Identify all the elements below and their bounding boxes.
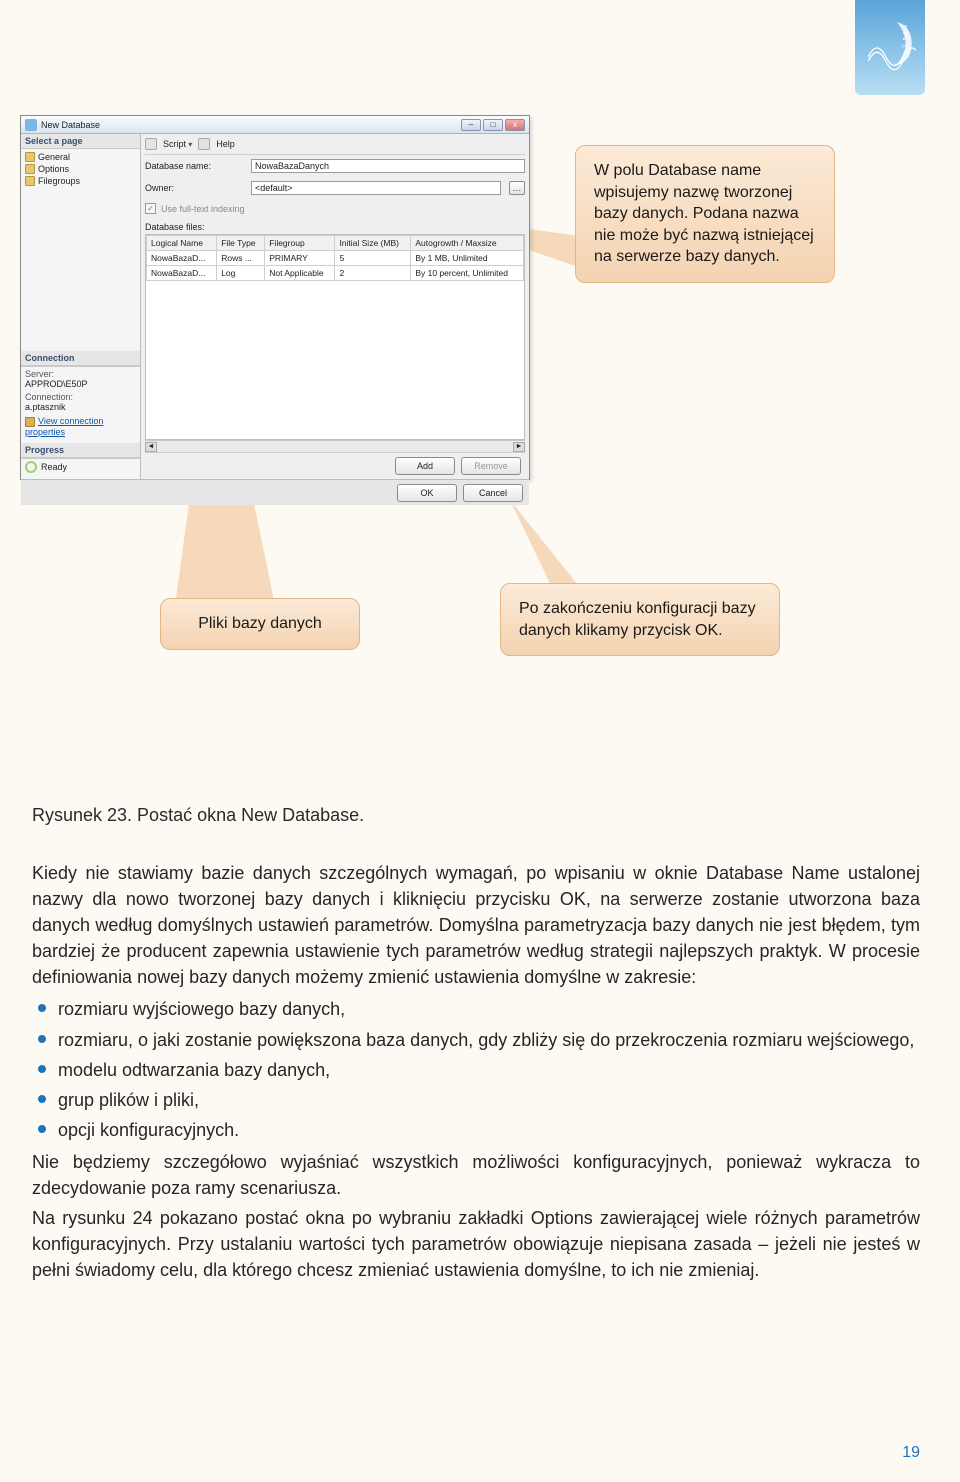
window-maximize-button[interactable]: □ xyxy=(483,119,503,131)
remove-button[interactable]: Remove xyxy=(461,457,521,475)
ready-label: Ready xyxy=(41,462,67,472)
bullet-item: opcji konfiguracyjnych. xyxy=(32,1117,920,1143)
toolbar: Script Help xyxy=(145,138,525,155)
cell: NowaBazaD... xyxy=(147,266,217,281)
db-name-input[interactable]: NowaBazaDanych xyxy=(251,159,525,173)
add-button[interactable]: Add xyxy=(395,457,455,475)
paragraph-2: Nie będziemy szczegółowo wyjaśniać wszys… xyxy=(32,1149,920,1201)
cell: Rows ... xyxy=(217,251,265,266)
col-filegroup[interactable]: Filegroup xyxy=(265,236,335,251)
help-icon xyxy=(198,138,210,150)
page-icon xyxy=(25,164,35,174)
server-label: Server: xyxy=(25,369,136,379)
col-initial-size[interactable]: Initial Size (MB) xyxy=(335,236,411,251)
progress-header: Progress xyxy=(21,443,140,458)
ok-button[interactable]: OK xyxy=(397,484,457,502)
page-icon xyxy=(25,176,35,186)
owner-label: Owner: xyxy=(145,183,243,193)
sigma-n: n xyxy=(904,23,908,30)
page-label: Filegroups xyxy=(38,176,80,186)
cell: Log xyxy=(217,266,265,281)
bullet-list: rozmiaru wyjściowego bazy danych, rozmia… xyxy=(32,996,920,1142)
owner-browse-button[interactable]: … xyxy=(509,181,525,195)
callout-ok: Po zakończeniu konfiguracji bazy danych … xyxy=(500,583,780,656)
scroll-left-arrow[interactable]: ◄ xyxy=(145,442,157,452)
page-label: Options xyxy=(38,164,69,174)
callout-files: Pliki bazy danych xyxy=(160,598,360,650)
col-logical-name[interactable]: Logical Name xyxy=(147,236,217,251)
page-icon xyxy=(25,152,35,162)
window-close-button[interactable]: x xyxy=(505,119,525,131)
bullet-item: modelu odtwarzania bazy danych, xyxy=(32,1057,920,1083)
dialog-title: New Database xyxy=(41,120,100,130)
cell: 5 xyxy=(335,251,411,266)
paragraph-1: Kiedy nie stawiamy bazie danych szczegól… xyxy=(32,860,920,990)
dialog-titlebar: New Database – □ x xyxy=(21,116,529,134)
horizontal-scrollbar[interactable]: ◄ ► xyxy=(145,440,525,452)
cell: Not Applicable xyxy=(265,266,335,281)
new-database-dialog: New Database – □ x Select a page General… xyxy=(20,115,530,480)
sigma: Σ xyxy=(902,31,909,42)
ready-icon xyxy=(25,461,37,473)
right-pane: Script Help Database name: NowaBazaDanyc… xyxy=(141,134,529,479)
page-item-filegroups[interactable]: Filegroups xyxy=(25,175,136,187)
connection-props-icon xyxy=(25,417,35,427)
dialog-footer: OK Cancel xyxy=(21,479,529,505)
figure-caption: Rysunek 23. Postać okna New Database. xyxy=(32,805,364,826)
col-file-type[interactable]: File Type xyxy=(217,236,265,251)
view-connection-properties-link[interactable]: View connection properties xyxy=(25,416,103,437)
cell: By 1 MB, Unlimited xyxy=(411,251,524,266)
script-icon xyxy=(145,138,157,150)
page-label: General xyxy=(38,152,70,162)
select-page-header: Select a page xyxy=(21,134,140,149)
left-pane: Select a page General Options Filegroups… xyxy=(21,134,141,479)
page-item-options[interactable]: Options xyxy=(25,163,136,175)
script-button[interactable]: Script xyxy=(163,139,192,149)
cell: 2 xyxy=(335,266,411,281)
scroll-right-arrow[interactable]: ► xyxy=(513,442,525,452)
sigma-i: i=1 xyxy=(902,44,909,50)
db-name-label: Database name: xyxy=(145,161,243,171)
help-button[interactable]: Help xyxy=(216,139,235,149)
dialog-icon xyxy=(25,119,37,131)
owner-input[interactable]: <default> xyxy=(251,181,501,195)
callout-db-name: W polu Database name wpisujemy nazwę two… xyxy=(575,145,835,283)
cell: NowaBazaD... xyxy=(147,251,217,266)
fulltext-checkbox[interactable]: ✓ xyxy=(145,203,156,214)
table-row[interactable]: NowaBazaD... Rows ... PRIMARY 5 By 1 MB,… xyxy=(147,251,524,266)
connection-value: a.ptasznik xyxy=(25,402,136,412)
database-files-label: Database files: xyxy=(145,222,525,232)
cell: By 10 percent, Unlimited xyxy=(411,266,524,281)
progress-section: Ready xyxy=(21,458,140,479)
bullet-item: rozmiaru, o jaki zostanie powiększona ba… xyxy=(32,1027,920,1053)
corner-logo: n Σ i=1 xyxy=(855,0,925,95)
files-grid: Logical Name File Type Filegroup Initial… xyxy=(145,234,525,440)
bullet-item: rozmiaru wyjściowego bazy danych, xyxy=(32,996,920,1022)
fulltext-label: Use full-text indexing xyxy=(161,204,245,214)
paragraph-3: Na rysunku 24 pokazano postać okna po wy… xyxy=(32,1205,920,1283)
connection-label: Connection: xyxy=(25,392,136,402)
server-value: APPROD\E50P xyxy=(25,379,136,389)
cell: PRIMARY xyxy=(265,251,335,266)
figure-area: New Database – □ x Select a page General… xyxy=(20,115,940,795)
page-list: General Options Filegroups xyxy=(21,149,140,189)
cancel-button[interactable]: Cancel xyxy=(463,484,523,502)
bullet-item: grup plików i pliki, xyxy=(32,1087,920,1113)
window-minimize-button[interactable]: – xyxy=(461,119,481,131)
files-table: Logical Name File Type Filegroup Initial… xyxy=(146,235,524,281)
page-item-general[interactable]: General xyxy=(25,151,136,163)
page-number: 19 xyxy=(902,1444,920,1462)
connection-section: Server: APPROD\E50P Connection: a.ptaszn… xyxy=(21,366,140,443)
table-row[interactable]: NowaBazaD... Log Not Applicable 2 By 10 … xyxy=(147,266,524,281)
col-autogrowth[interactable]: Autogrowth / Maxsize xyxy=(411,236,524,251)
body-text: Kiedy nie stawiamy bazie danych szczegól… xyxy=(32,860,920,1287)
connection-header: Connection xyxy=(21,351,140,366)
